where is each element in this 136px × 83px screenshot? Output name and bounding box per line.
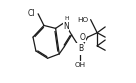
- Text: O: O: [80, 33, 86, 42]
- Text: HO: HO: [77, 17, 88, 23]
- Text: Cl: Cl: [27, 9, 35, 18]
- Text: N: N: [63, 22, 69, 31]
- Text: OH: OH: [75, 62, 86, 68]
- Text: B: B: [78, 44, 83, 53]
- Text: H: H: [64, 16, 68, 21]
